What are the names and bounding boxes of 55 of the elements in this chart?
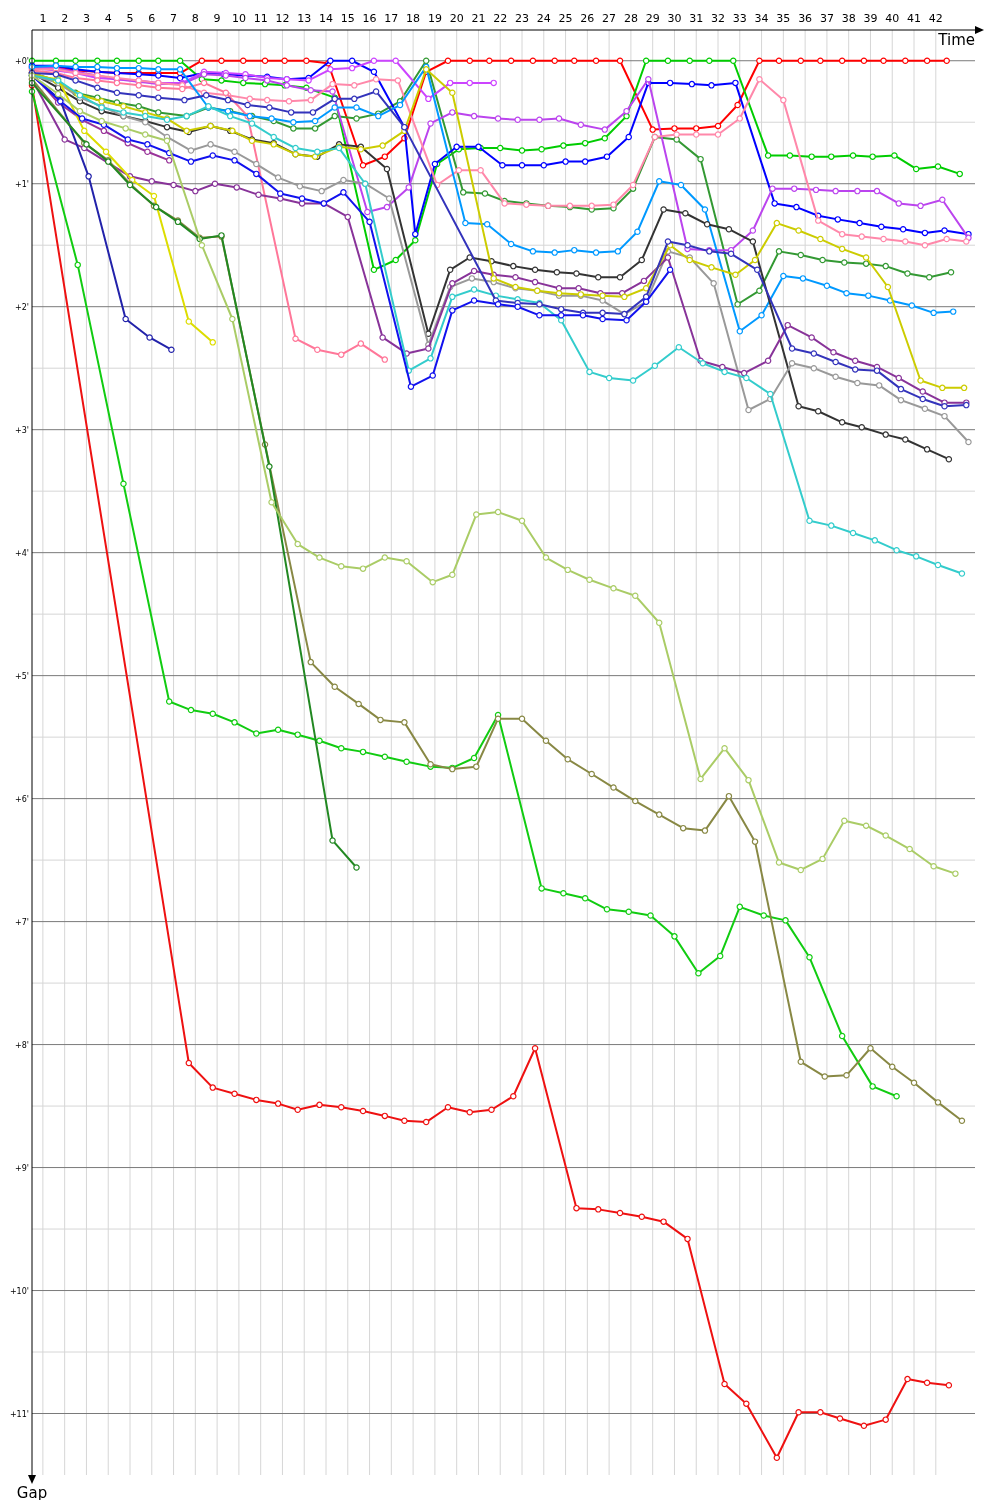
x-tick-label: 29 (645, 12, 660, 25)
x-tick-label: 2 (61, 12, 69, 25)
y-tick-label: +10' (9, 1286, 29, 1296)
x-tick-label: 24 (536, 12, 551, 25)
x-tick-label: 9 (213, 12, 221, 25)
x-tick-label: 39 (863, 12, 878, 25)
y-tick-label: +2' (15, 302, 29, 312)
y-tick-label: +7' (15, 917, 29, 927)
x-tick-label: 19 (427, 12, 442, 25)
x-tick-label: 13 (297, 12, 312, 25)
x-tick-label: 23 (515, 12, 530, 25)
x-tick-label: 12 (275, 12, 290, 25)
y-tick-label: +6' (15, 794, 29, 804)
x-tick-label: 31 (689, 12, 704, 25)
x-axis-title: Time (937, 31, 975, 49)
x-tick-label: 35 (776, 12, 791, 25)
x-tick-label: 22 (493, 12, 508, 25)
x-tick-label: 14 (319, 12, 334, 25)
x-tick-label: 6 (148, 12, 156, 25)
y-tick-label: +11' (9, 1409, 29, 1419)
x-tick-label: 3 (82, 12, 90, 25)
x-tick-label: 27 (602, 12, 617, 25)
x-tick-label: 11 (253, 12, 268, 25)
x-tick-label: 37 (819, 12, 834, 25)
x-tick-label: 38 (841, 12, 856, 25)
x-tick-label: 34 (754, 12, 769, 25)
x-tick-label: 26 (580, 12, 595, 25)
x-tick-label: 36 (798, 12, 813, 25)
x-tick-label: 42 (928, 12, 943, 25)
x-tick-label: 41 (907, 12, 922, 25)
x-tick-label: 33 (732, 12, 747, 25)
x-tick-label: 21 (471, 12, 486, 25)
x-tick-label: 5 (126, 12, 134, 25)
y-tick-label: +8' (15, 1040, 29, 1050)
y-tick-label: +1' (15, 179, 29, 189)
y-tick-label: +4' (15, 548, 29, 558)
x-tick-label: 8 (191, 12, 199, 25)
y-tick-label: +0' (15, 56, 29, 66)
x-tick-label: 30 (667, 12, 682, 25)
x-tick-label: 32 (711, 12, 726, 25)
x-tick-label: 25 (558, 12, 573, 25)
y-tick-label: +5' (15, 671, 29, 681)
x-tick-label: 1 (39, 12, 47, 25)
x-tick-label: 20 (449, 12, 464, 25)
x-tick-label: 4 (104, 12, 112, 25)
x-tick-label: 15 (340, 12, 355, 25)
y-tick-label: +3' (15, 425, 29, 435)
x-tick-label: 28 (623, 12, 638, 25)
x-tick-label: 10 (231, 12, 246, 25)
y-tick-label: +9' (15, 1163, 29, 1173)
x-tick-label: 7 (170, 12, 178, 25)
x-tick-label: 16 (362, 12, 377, 25)
x-tick-label: 18 (406, 12, 421, 25)
x-tick-label: 40 (885, 12, 900, 25)
x-tick-label: 17 (384, 12, 399, 25)
